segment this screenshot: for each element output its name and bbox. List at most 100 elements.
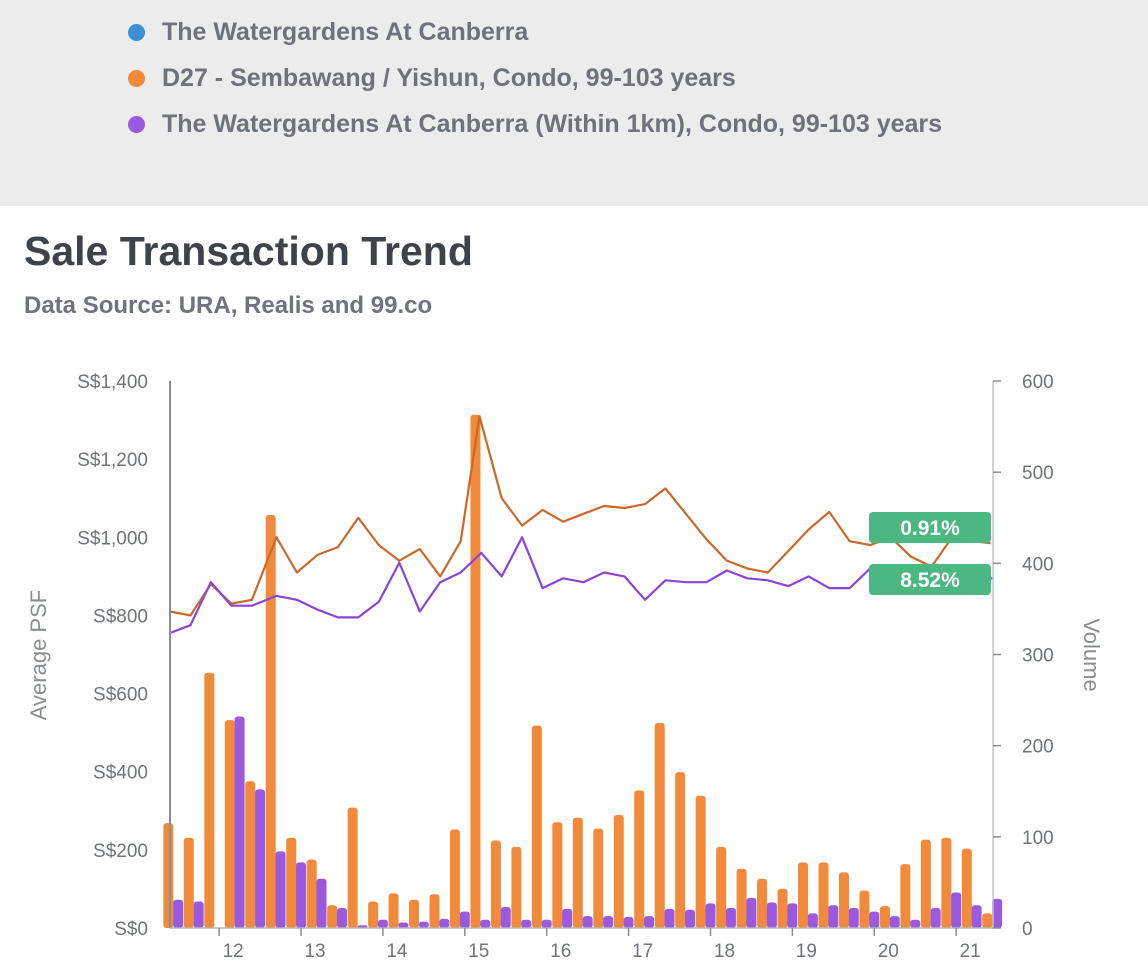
nearby-volume-bar (725, 907, 736, 928)
nearby-volume-bar (439, 918, 450, 928)
nearby-psf-line (169, 536, 993, 635)
data-source-subtitle: Data Source: URA, Realis and 99.co (24, 292, 433, 319)
nearby-volume-bar (746, 897, 757, 928)
nearby-change-label: 8.52% (900, 569, 960, 592)
nearby-volume-bar (316, 878, 327, 928)
d27-change-label: 0.91% (900, 517, 960, 540)
d27-volume-bar (838, 872, 849, 928)
y-right-tick-label: 200 (1022, 737, 1054, 758)
d27-volume-bar (327, 905, 338, 928)
nearby-volume-bar (869, 911, 880, 928)
legend-dot-blue-icon (128, 24, 145, 41)
legend-panel: The Watergardens At Canberra D27 - Semba… (0, 0, 1148, 206)
d27-volume-bar (183, 837, 194, 928)
d27-volume-bar (429, 894, 440, 928)
d27-volume-bar (470, 414, 481, 928)
nearby-volume-bar (848, 907, 859, 928)
x-tick-label: 19 (796, 941, 817, 962)
d27-volume-bar (572, 817, 583, 928)
nearby-volume-bar (603, 916, 614, 928)
legend-label: The Watergardens At Canberra (Within 1km… (162, 110, 943, 138)
x-tick-label: 14 (386, 941, 408, 962)
x-tick-label: 18 (714, 941, 735, 962)
nearby-volume-bar (275, 851, 286, 928)
nearby-volume-bar (910, 919, 921, 928)
y-right-tick-label: 0 (1022, 919, 1033, 940)
d27-volume-bar (634, 790, 645, 928)
y-left-tick-label: S$1,000 (77, 528, 148, 549)
d27-volume-bar (716, 846, 727, 928)
nearby-volume-bar (418, 921, 429, 928)
y-left-tick-label: S$1,400 (77, 372, 148, 393)
nearby-volume-bar (296, 862, 307, 928)
legend-dot-orange-icon (128, 70, 145, 87)
d27-volume-bar (286, 837, 297, 928)
nearby-volume-bar (582, 916, 593, 928)
d27-volume-bar (777, 888, 788, 928)
nearby-volume-bar (336, 907, 347, 928)
d27-volume-bar (531, 725, 542, 928)
d27-volume-bar (245, 781, 256, 928)
legend-dot-purple-icon (128, 116, 145, 133)
nearby-volume-bar (255, 789, 266, 928)
y-right-tick-label: 500 (1022, 463, 1054, 484)
x-tick-label: 17 (632, 941, 653, 962)
d27-change-badge (869, 512, 991, 543)
y-left-axis-title: Average PSF (26, 590, 51, 720)
nearby-volume-bar (992, 898, 1003, 928)
d27-volume-bar (306, 859, 317, 928)
x-tick-label: 20 (878, 941, 899, 962)
nearby-volume-bar (480, 919, 491, 928)
d27-volume-bar (347, 807, 358, 928)
d27-volume-bar (859, 890, 870, 928)
y-left-tick-label: S$800 (93, 606, 148, 627)
d27-volume-bar (368, 901, 379, 928)
nearby-volume-bar (521, 919, 532, 928)
nearby-volume-bar (951, 892, 962, 928)
y-left-tick-label: S$200 (93, 841, 148, 862)
nearby-volume-bar (705, 903, 716, 928)
nearby-volume-bar (234, 716, 245, 928)
d27-volume-bar (613, 814, 624, 928)
nearby-volume-bar (766, 902, 777, 928)
nearby-volume-bar (173, 899, 184, 928)
d27-volume-bar (879, 906, 890, 928)
nearby-volume-bar (787, 903, 798, 928)
d27-volume-bar (757, 878, 768, 928)
y-right-tick-label: 300 (1022, 646, 1054, 667)
y-left-tick-label: S$600 (93, 685, 148, 706)
d27-volume-bar (654, 722, 665, 928)
d27-volume-bar (388, 893, 399, 928)
nearby-volume-bar (971, 905, 982, 928)
d27-volume-bar (736, 868, 747, 928)
nearby-volume-bar (623, 917, 634, 928)
d27-volume-bar (552, 822, 563, 928)
y-left-tick-label: S$1,200 (77, 450, 148, 471)
x-tick-label: 12 (223, 941, 244, 962)
x-tick-label: 15 (468, 941, 489, 962)
d27-volume-bar (265, 515, 276, 928)
nearby-volume-bar (930, 907, 941, 928)
nearby-volume-bar (193, 901, 204, 928)
x-tick-label: 16 (550, 941, 571, 962)
d27-volume-bar (449, 829, 460, 928)
y-right-tick-label: 100 (1022, 828, 1054, 849)
d27-volume-bar (490, 840, 501, 928)
d27-volume-bar (163, 823, 174, 928)
nearby-volume-bar (828, 905, 839, 928)
nearby-volume-bar (377, 919, 388, 928)
d27-volume-bar (409, 899, 420, 928)
d27-psf-line (169, 415, 991, 617)
nearby-volume-bar (644, 916, 655, 928)
d27-volume-bar (675, 772, 686, 928)
d27-volume-bar (900, 864, 911, 928)
x-tick-label: 21 (960, 941, 981, 962)
page-title: Sale Transaction Trend (24, 228, 473, 274)
nearby-change-badge (869, 564, 991, 595)
legend-label: The Watergardens At Canberra (162, 18, 529, 46)
nearby-volume-bar (664, 908, 675, 928)
x-tick-label: 13 (304, 941, 325, 962)
d27-volume-bar (798, 862, 809, 928)
y-right-tick-label: 600 (1022, 372, 1054, 393)
